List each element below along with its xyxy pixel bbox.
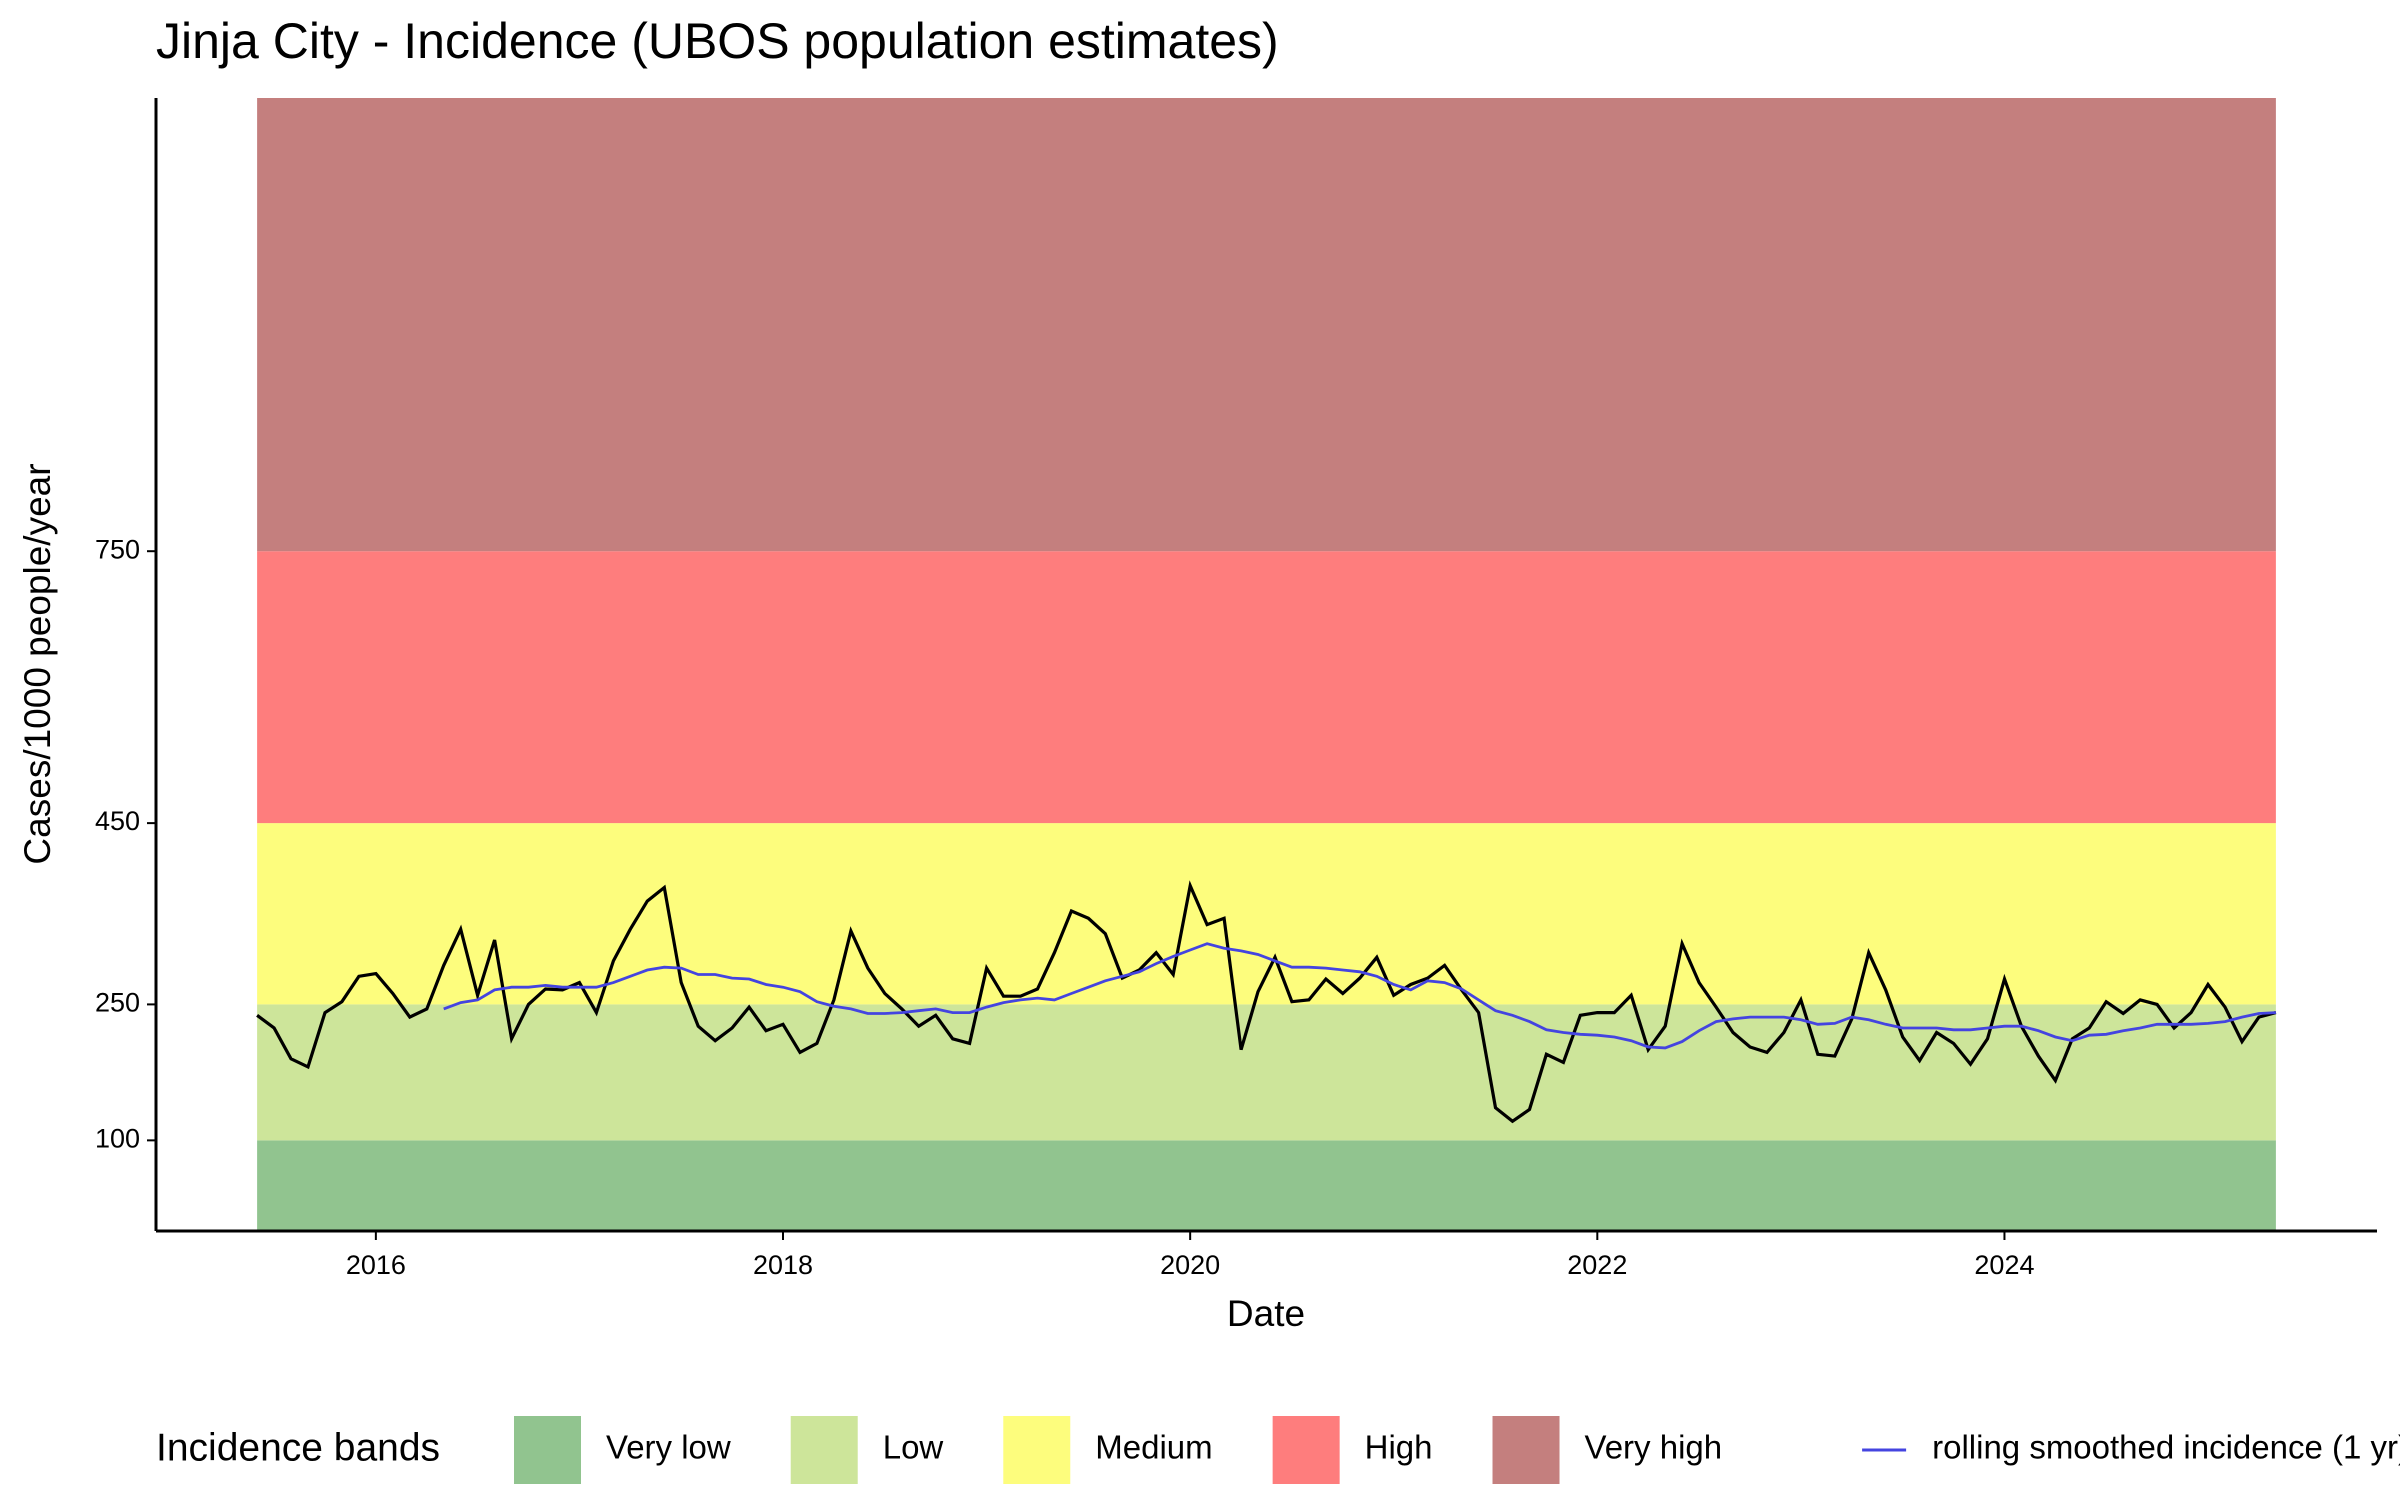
y-tick-label: 250 bbox=[95, 988, 140, 1018]
legend-label: rolling smoothed incidence (1 yr) bbox=[1932, 1429, 2400, 1466]
x-tick-label: 2024 bbox=[1974, 1250, 2034, 1280]
y-tick-label: 450 bbox=[95, 806, 140, 836]
x-tick-label: 2022 bbox=[1567, 1250, 1627, 1280]
data-line bbox=[443, 942, 2276, 1050]
y-axis-title: Cases/1000 people/year bbox=[17, 463, 58, 864]
x-tick-label: 2018 bbox=[753, 1250, 813, 1280]
legend-label: Low bbox=[883, 1429, 944, 1466]
band bbox=[257, 1004, 2276, 1141]
x-tick-label: 2016 bbox=[346, 1250, 406, 1280]
legend-swatch bbox=[1272, 1416, 1340, 1484]
band bbox=[257, 551, 2276, 824]
legend-label: Very high bbox=[1585, 1429, 1723, 1466]
legend-label: High bbox=[1365, 1429, 1433, 1466]
data-line bbox=[256, 880, 2277, 1124]
band bbox=[257, 1140, 2276, 1231]
legend-label: Very low bbox=[606, 1429, 731, 1466]
x-axis-title: Date bbox=[1227, 1293, 1305, 1334]
legend-swatch bbox=[790, 1416, 858, 1484]
legend-swatch bbox=[1003, 1416, 1071, 1484]
legend-label: Medium bbox=[1095, 1429, 1212, 1466]
y-tick-label: 750 bbox=[95, 534, 140, 564]
chart-title: Jinja City - Incidence (UBOS population … bbox=[156, 13, 1279, 69]
legend-swatch bbox=[514, 1416, 581, 1484]
x-tick-label: 2020 bbox=[1160, 1250, 1220, 1280]
band bbox=[257, 98, 2276, 552]
y-tick-label: 100 bbox=[95, 1123, 140, 1153]
legend-swatch bbox=[1492, 1416, 1560, 1484]
legend-title: Incidence bands bbox=[156, 1426, 440, 1469]
